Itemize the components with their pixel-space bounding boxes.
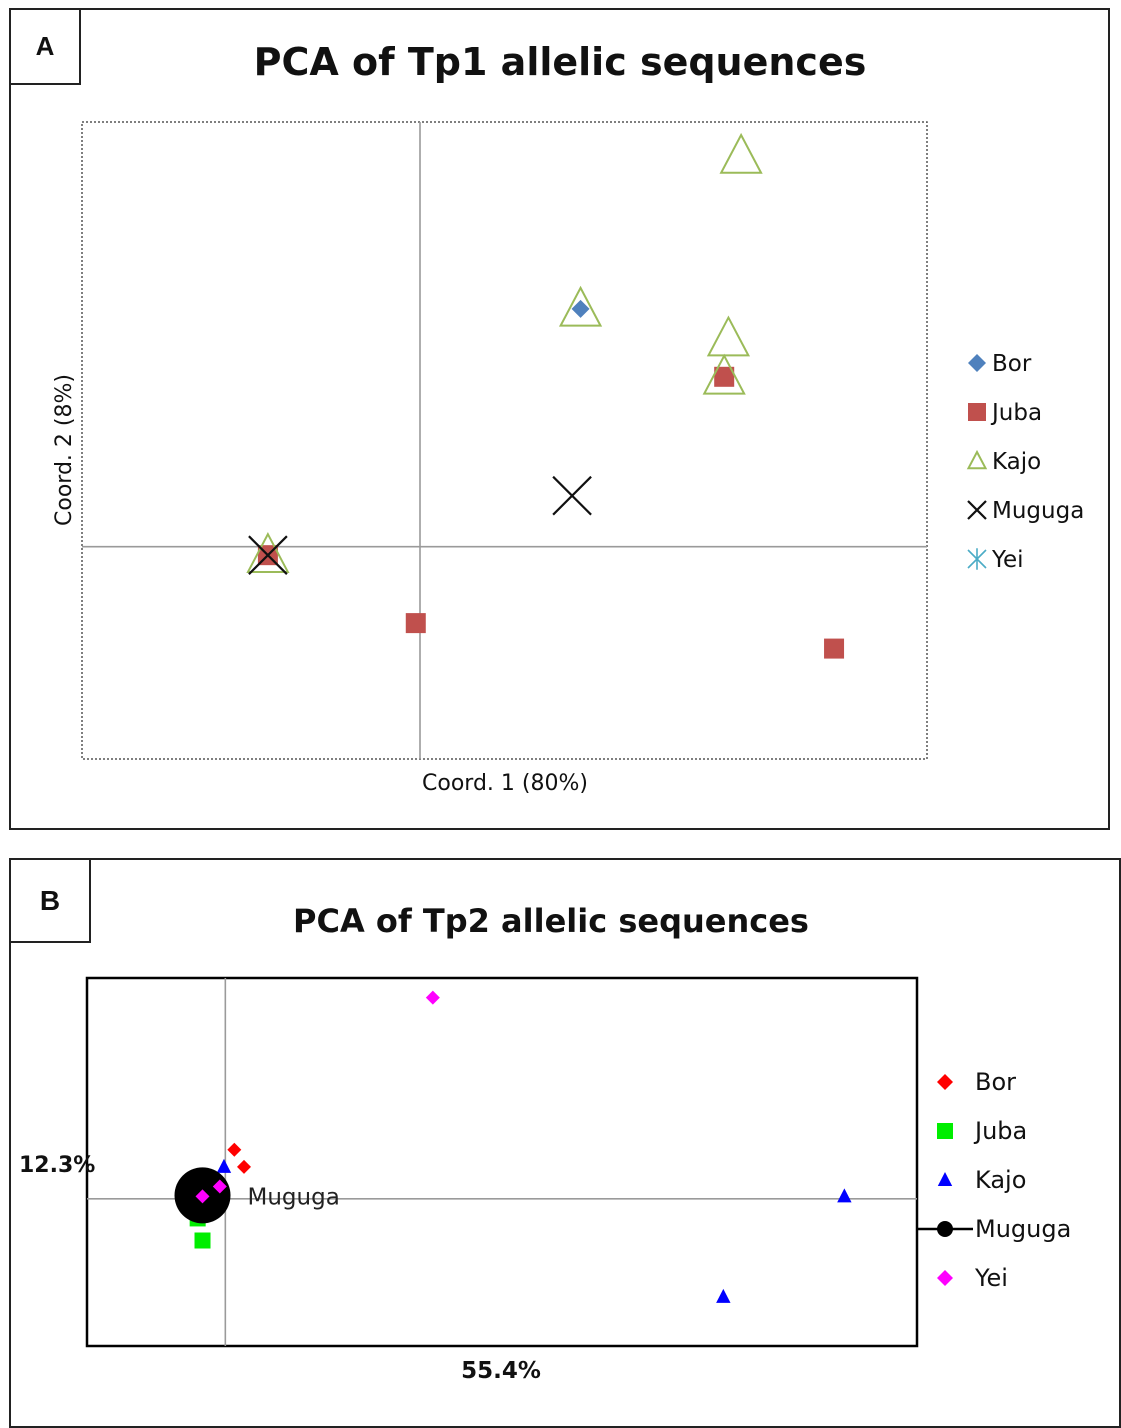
legend-marker-bor	[968, 354, 986, 372]
data-point-bor	[571, 299, 590, 318]
legend-item-kajo: Kajo	[966, 449, 1041, 475]
data-point-juba	[405, 613, 426, 634]
data-point-kajo	[246, 532, 290, 573]
y-axis-label: Coord. 2 (8%)	[52, 374, 77, 526]
legend-label: Yei	[991, 547, 1024, 573]
series-bor	[227, 1142, 252, 1174]
plot-area	[81, 121, 928, 760]
legend-marker-juba	[937, 1123, 953, 1139]
chart-panel-b: B PCA of Tp2 allelic sequences 55.4% 12.3%…	[9, 858, 1121, 1428]
legend-label: Bor	[992, 351, 1032, 377]
chart-title: PCA of Tp1 allelic sequences	[254, 40, 867, 84]
legend-label: Juba	[990, 400, 1042, 426]
legend-item-muguga: Muguga	[917, 1215, 1071, 1243]
series-yei	[195, 990, 440, 1204]
data-point-yei	[425, 990, 440, 1005]
panel-label-a: A	[9, 8, 81, 85]
data-point-kajo	[706, 315, 751, 357]
data-point-yei	[212, 1179, 227, 1194]
chart-panel-a: A PCA of Tp1 allelic sequences Coord. 1 (…	[9, 8, 1110, 830]
legend-label: Kajo	[992, 449, 1041, 475]
legend-item-kajo: Kajo	[937, 1166, 1026, 1194]
legend-label: Muguga	[975, 1215, 1071, 1243]
legend-label: Kajo	[975, 1166, 1026, 1194]
pca-chart-b: PCA of Tp2 allelic sequences 55.4% 12.3% Mu…	[19, 902, 1071, 1384]
legend-label: Muguga	[992, 498, 1084, 524]
data-point-kajo	[837, 1188, 852, 1203]
data-point-kajo	[719, 132, 763, 174]
data-point-juba	[824, 638, 845, 659]
legend-item-yei: Yei	[967, 547, 1024, 573]
pca-chart-a: PCA of Tp1 allelic sequences Coord. 1 (80…	[52, 40, 1084, 796]
legend-label: Bor	[975, 1068, 1016, 1096]
legend-marker-muguga	[937, 1221, 953, 1237]
data-point-kajo	[716, 1288, 731, 1303]
legend-marker-juba	[968, 403, 986, 421]
legend-label: Juba	[973, 1117, 1027, 1145]
legend-item-juba: Juba	[968, 400, 1042, 426]
data-point-juba	[194, 1232, 211, 1249]
series-bor	[571, 299, 590, 318]
legend-item-muguga: Muguga	[967, 498, 1084, 524]
y-axis-label: 12.3%	[19, 1153, 95, 1178]
legend-label: Yei	[974, 1264, 1008, 1292]
plot-area	[85, 976, 919, 1348]
legend-item-bor: Bor	[937, 1068, 1016, 1096]
data-point-juba	[714, 366, 735, 387]
legend-marker-bor	[937, 1074, 953, 1090]
legend-item-bor: Bor	[968, 351, 1032, 377]
series-muguga	[248, 475, 592, 575]
data-point-muguga	[248, 535, 288, 575]
series-kajo	[246, 132, 763, 573]
data-point-yei	[195, 1189, 210, 1204]
data-point-bor	[227, 1142, 242, 1157]
data-point-muguga	[552, 475, 592, 516]
legend-marker-kajo	[966, 449, 988, 470]
legend-marker-muguga	[967, 500, 987, 520]
legend-item-yei: Yei	[937, 1264, 1008, 1292]
data-point-bor	[237, 1159, 252, 1174]
x-axis-label: Coord. 1 (80%)	[422, 771, 588, 796]
panel-label-b: B	[9, 858, 91, 943]
x-axis-label: 55.4%	[461, 1358, 541, 1384]
point-label: Muguga	[248, 1184, 340, 1210]
legend-marker-yei	[937, 1270, 953, 1286]
legend-marker-kajo	[937, 1172, 953, 1186]
data-point-kajo	[558, 285, 603, 327]
data-point-kajo	[216, 1158, 232, 1173]
legend-marker-yei	[967, 548, 987, 570]
legend-item-juba: Juba	[937, 1117, 1027, 1145]
chart-title: PCA of Tp2 allelic sequences	[293, 902, 809, 940]
data-point-kajo	[702, 353, 746, 395]
